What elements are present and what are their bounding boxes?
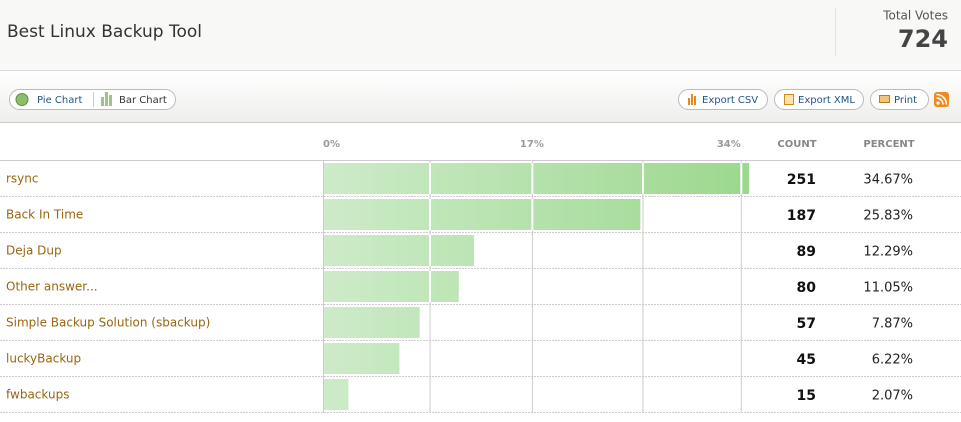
bar [324,379,349,410]
vote-percent: 2.07% [872,389,913,404]
vote-percent: 34.67% [863,173,913,188]
header [0,0,961,70]
export-buttons: Export CSV Export XML Print [678,89,949,110]
answer-label: Deja Dup [6,244,62,258]
answer-label: rsync [6,172,39,186]
answer-label: luckyBackup [6,352,81,366]
x-tick-label: 0% [323,139,340,150]
bar [324,343,400,374]
vote-count: 187 [787,208,816,224]
answer-label: Simple Backup Solution (sbackup) [6,316,210,330]
chart-switch: Pie Chart Bar Chart [9,89,176,110]
vote-percent: 11.05% [863,281,913,296]
bar [324,235,475,266]
pie-chart-button[interactable]: Pie Chart [37,95,82,106]
xml-icon [784,94,794,105]
answer-label: fwbackups [6,388,69,402]
total-label: Total Votes [882,9,948,23]
rss-dot [936,101,940,105]
bar-icon[interactable] [101,92,112,106]
vote-count: 89 [797,244,816,260]
answer-label: Back In Time [6,208,83,222]
print-pill[interactable] [870,89,929,110]
x-tick-label: 34% [717,139,741,150]
xml-pill[interactable] [774,89,864,110]
csv-icon [688,94,696,105]
x-tick-label: 17% [520,139,544,150]
vote-count: 251 [787,172,816,188]
vote-count: 45 [797,352,816,368]
export-xml-button[interactable]: Export XML [798,95,855,106]
vote-percent: 6.22% [872,353,913,368]
percent-header: PERCENT [863,139,914,150]
switch-pill [9,89,176,110]
vote-percent: 7.87% [872,317,913,332]
answer-label: Other answer... [6,280,98,294]
print-icon [879,95,890,103]
bar-chart-button[interactable]: Bar Chart [119,95,167,106]
print-button[interactable]: Print [894,95,917,106]
vote-count: 15 [797,388,816,404]
bar [324,199,641,230]
pie-icon[interactable] [15,93,29,106]
export-csv-button[interactable]: Export CSV [702,95,758,106]
vote-percent: 25.83% [863,209,913,224]
rss-waves [936,93,948,105]
total-votes: 724 [898,25,948,53]
poll-title: Best Linux Backup Tool [7,22,202,42]
vote-count: 57 [797,316,816,332]
vote-count: 80 [797,280,817,296]
count-header: COUNT [777,139,816,150]
bar [324,163,749,194]
vote-percent: 12.29% [863,245,913,260]
csv-pill[interactable] [678,89,768,110]
bar [324,271,459,302]
bar [324,307,420,338]
